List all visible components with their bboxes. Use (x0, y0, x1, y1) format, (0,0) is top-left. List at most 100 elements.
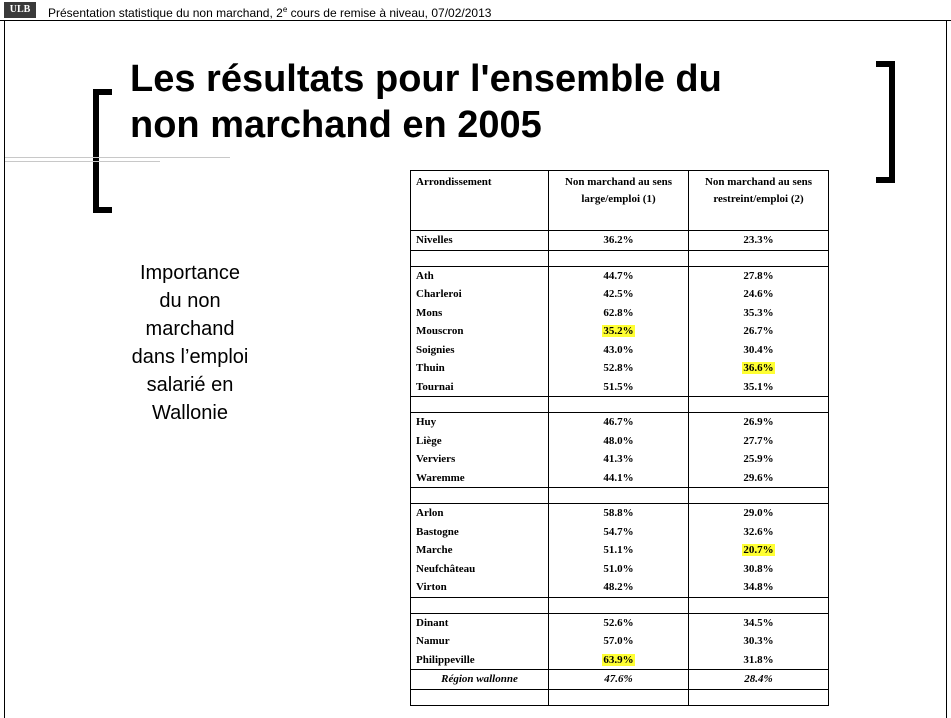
row-name: Dinant (410, 612, 549, 632)
table-row: Mouscron 35.2% 26.7% (410, 322, 829, 341)
right-border (946, 20, 947, 718)
value-cell: 48.2% (548, 578, 689, 598)
table-row: Philippeville 63.9% 31.8% (410, 650, 829, 670)
table-row: Arlon 58.8% 29.0% (410, 503, 829, 523)
value-cell: 36.6% (688, 359, 829, 378)
value-cell: 44.7% (548, 265, 689, 285)
row-name: Bastogne (410, 522, 549, 541)
title-line: Les résultats pour l'ensemble du (130, 58, 722, 100)
table-row (410, 487, 829, 504)
left-border (4, 20, 5, 718)
value-cell: 46.7% (548, 412, 689, 432)
total-value: 28.4% (688, 669, 829, 690)
highlighted-value: 36.6% (742, 362, 775, 375)
table-row (410, 249, 829, 267)
table-row: Marche 51.1% 20.7% (410, 541, 829, 560)
empty-cell (688, 249, 829, 267)
row-name: Charleroi (410, 285, 549, 304)
empty-cell (410, 396, 549, 413)
highlighted-value: 20.7% (742, 544, 775, 557)
row-name: Liège (410, 431, 549, 450)
value-cell: 35.2% (548, 322, 689, 341)
value-cell: 44.1% (548, 468, 689, 488)
row-name: Soignies (410, 340, 549, 359)
table-row: Huy 46.7% 26.9% (410, 412, 829, 432)
empty-cell (410, 596, 549, 614)
empty-cell (410, 249, 549, 267)
row-name: Huy (410, 412, 549, 432)
row-name: Mouscron (410, 322, 549, 341)
table-row (410, 596, 829, 614)
empty-cell (548, 396, 689, 413)
value-cell: 32.6% (688, 522, 829, 541)
empty-cell (548, 249, 689, 267)
value-cell: 29.0% (688, 503, 829, 523)
value-cell: 48.0% (548, 431, 689, 450)
table-row: Soignies 43.0% 30.4% (410, 340, 829, 359)
total-value: 47.6% (548, 669, 689, 690)
header-rule (0, 20, 951, 21)
value-cell: 20.7% (688, 541, 829, 560)
table-row: Neufchâteau 51.0% 30.8% (410, 559, 829, 578)
table-row: Tournai 51.5% 35.1% (410, 377, 829, 397)
table-row: Namur 57.0% 30.3% (410, 632, 829, 651)
row-name: Nivelles (410, 230, 549, 251)
value-cell: 63.9% (548, 650, 689, 670)
side-text-line: dans l’emploi (131, 346, 249, 368)
table-row: Waremme 44.1% 29.6% (410, 468, 829, 488)
value-cell: 58.8% (548, 503, 689, 523)
value-cell: 27.8% (688, 265, 829, 285)
value-cell: 51.1% (548, 541, 689, 560)
header-cell: Non marchand au sens large/emploi (1) (548, 170, 689, 231)
highlighted-value: 35.2% (602, 325, 635, 338)
value-cell: 34.5% (688, 612, 829, 632)
table-row: Charleroi 42.5% 24.6% (410, 285, 829, 304)
value-cell: 41.3% (548, 450, 689, 469)
superscript: e (282, 5, 288, 14)
row-name: Waremme (410, 468, 549, 488)
row-name: Thuin (410, 359, 549, 378)
value-cell: 43.0% (548, 340, 689, 359)
value-cell: 30.4% (688, 340, 829, 359)
table-row: Arrondissement Non marchand au sens large… (410, 170, 829, 231)
table-row: Verviers 41.3% 25.9% (410, 450, 829, 469)
total-name: Région wallonne (410, 669, 549, 690)
title: Les résultats pour l'ensemble du non marc… (130, 56, 722, 148)
header-cell: Arrondissement (410, 170, 549, 231)
value-cell: 34.8% (688, 578, 829, 598)
decor-line (5, 161, 160, 162)
logo: ULB (4, 2, 36, 18)
row-name: Virton (410, 578, 549, 598)
empty-cell (688, 487, 829, 504)
empty-cell (410, 487, 549, 504)
value-cell: 27.7% (688, 431, 829, 450)
row-name: Mons (410, 303, 549, 322)
decor-line (5, 157, 230, 158)
highlighted-value: 63.9% (602, 653, 635, 666)
value-cell: 29.6% (688, 468, 829, 488)
table-row: Dinant 52.6% 34.5% (410, 612, 829, 632)
empty-cell (688, 596, 829, 614)
empty-cell (688, 396, 829, 413)
side-text-line: Importance (139, 262, 241, 284)
header-text-end: cours de remise à niveau, 07/02/2013 (287, 6, 492, 20)
empty-cell (548, 688, 689, 706)
value-cell: 30.8% (688, 559, 829, 578)
header-cell: Non marchand au sens restreint/emploi (2… (688, 170, 829, 231)
row-name: Marche (410, 541, 549, 560)
value-cell: 26.7% (688, 322, 829, 341)
empty-cell (548, 487, 689, 504)
title-line: non marchand en 2005 (130, 104, 542, 146)
header-text: Présentation statistique du non marchand… (48, 2, 491, 21)
empty-cell (688, 688, 829, 706)
table-row: Liège 48.0% 27.7% (410, 431, 829, 450)
row-name: Neufchâteau (410, 559, 549, 578)
side-text-line: marchand (145, 318, 235, 340)
table-row: Ath 44.7% 27.8% (410, 265, 829, 285)
value-cell: 52.8% (548, 359, 689, 378)
row-name: Arlon (410, 503, 549, 523)
value-cell: 25.9% (688, 450, 829, 469)
row-name: Verviers (410, 450, 549, 469)
value-cell: 54.7% (548, 522, 689, 541)
